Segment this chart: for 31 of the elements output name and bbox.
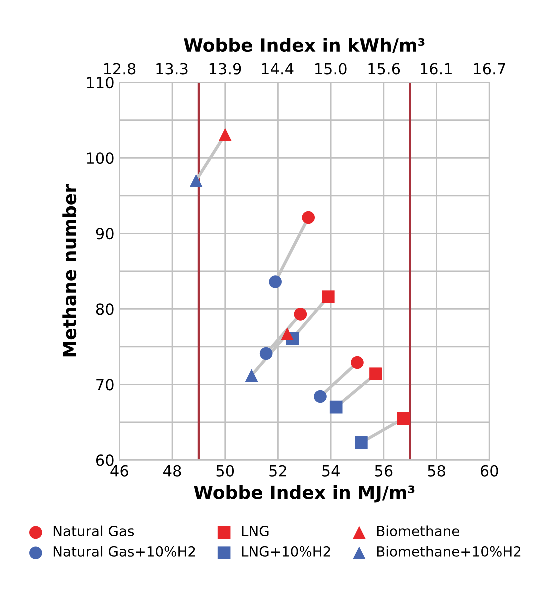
- y-tick-label: 100: [87, 152, 114, 164]
- x2-tick-label: 12.8: [104, 63, 136, 75]
- legend-label: Natural Gas: [54, 526, 134, 537]
- x-tick-label: 56: [375, 465, 393, 477]
- x2-tick-label: 13.3: [156, 63, 188, 75]
- x-tick-label: 60: [480, 465, 498, 477]
- legend-label: LNG+10%H2: [242, 546, 330, 557]
- legend-label: Biomethane: [377, 526, 460, 537]
- y-tick-label: 80: [96, 304, 114, 316]
- legend-label: LNG: [242, 526, 269, 537]
- x2-tick-label: 16.1: [421, 63, 452, 75]
- x-tick-label: 58: [428, 465, 446, 477]
- x2-tick-label: 15.0: [315, 63, 347, 75]
- x2-axis-title: Wobbe Index in kWh/m³: [184, 38, 425, 54]
- x-tick-label: 52: [270, 465, 286, 477]
- x-tick-label: 48: [164, 465, 182, 477]
- x2-tick-label: 16.7: [474, 63, 506, 75]
- y-tick-label: 90: [96, 228, 114, 240]
- y-axis-title: Methane number: [62, 184, 77, 357]
- y-tick-label: 70: [96, 379, 114, 391]
- x2-tick-label: 14.4: [262, 63, 294, 75]
- legend-label: Biomethane+10%H2: [377, 546, 521, 557]
- x2-tick-label: 13.9: [210, 63, 242, 75]
- x-axis-title: Wobbe Index in MJ/m³: [194, 485, 415, 503]
- y-tick-label: 60: [96, 454, 114, 466]
- x-tick-label: 46: [110, 465, 128, 477]
- x-tick-label: 54: [322, 466, 340, 477]
- x2-tick-label: 15.6: [368, 63, 400, 75]
- y-tick-label: 110: [87, 77, 114, 89]
- x-tick-label: 50: [216, 465, 234, 477]
- legend-label: Natural Gas+10%H2: [54, 546, 196, 557]
